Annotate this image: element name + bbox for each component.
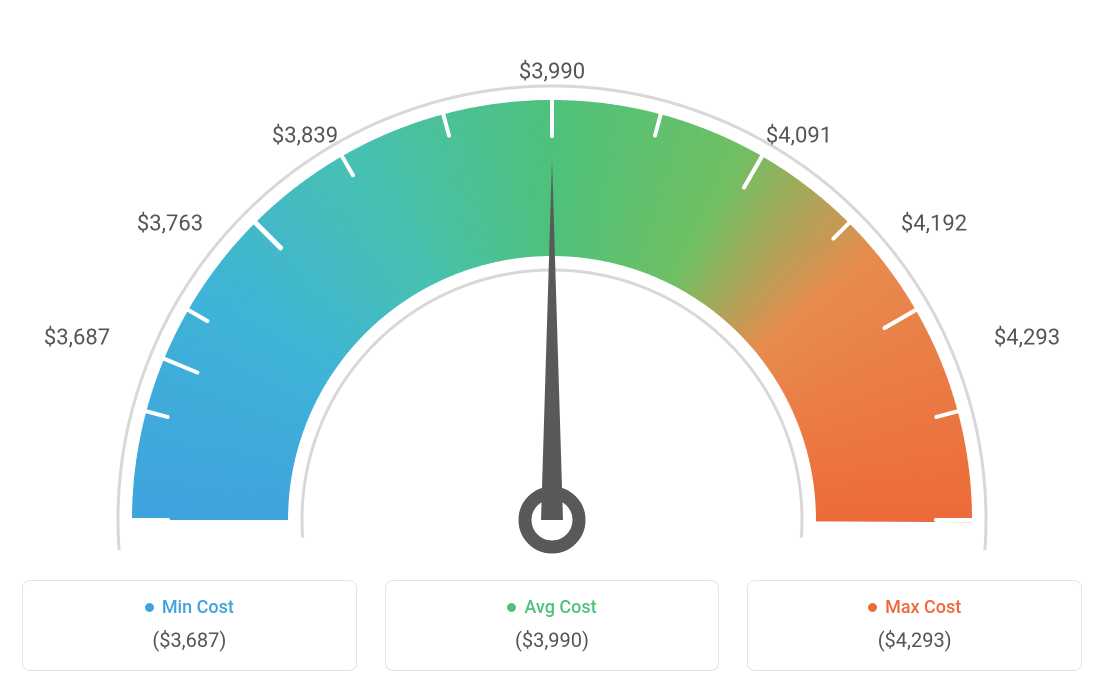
gauge-tick-label: $4,192 <box>901 212 967 237</box>
dot-icon <box>145 603 154 612</box>
gauge-tick-label: $3,990 <box>519 60 585 85</box>
cost-gauge: $3,687 $3,763 $3,839 $3,990 $4,091 $4,192 $4,2… <box>22 40 1082 560</box>
legend-label-max: Max Cost <box>766 597 1063 618</box>
legend-value-min: ($3,687) <box>41 628 338 652</box>
legend-card-avg: Avg Cost ($3,990) <box>385 580 720 671</box>
legend-label-text: Avg Cost <box>524 597 596 618</box>
legend-card-min: Min Cost ($3,687) <box>22 580 357 671</box>
gauge-svg <box>22 40 1082 560</box>
dot-icon <box>507 603 516 612</box>
legend-label-text: Min Cost <box>162 597 234 618</box>
gauge-tick-label: $3,687 <box>44 326 110 351</box>
legend-value-max: ($4,293) <box>766 628 1063 652</box>
legend-label-min: Min Cost <box>41 597 338 618</box>
dot-icon <box>868 603 877 612</box>
legend-label-avg: Avg Cost <box>404 597 701 618</box>
gauge-tick-label: $4,091 <box>766 124 832 149</box>
gauge-tick-label: $3,763 <box>137 212 203 237</box>
legend-label-text: Max Cost <box>885 597 961 618</box>
gauge-tick-label: $3,839 <box>272 124 338 149</box>
legend-card-max: Max Cost ($4,293) <box>747 580 1082 671</box>
legend-value-avg: ($3,990) <box>404 628 701 652</box>
legend-row: Min Cost ($3,687) Avg Cost ($3,990) Max … <box>22 580 1082 671</box>
gauge-tick-label: $4,293 <box>994 326 1060 351</box>
